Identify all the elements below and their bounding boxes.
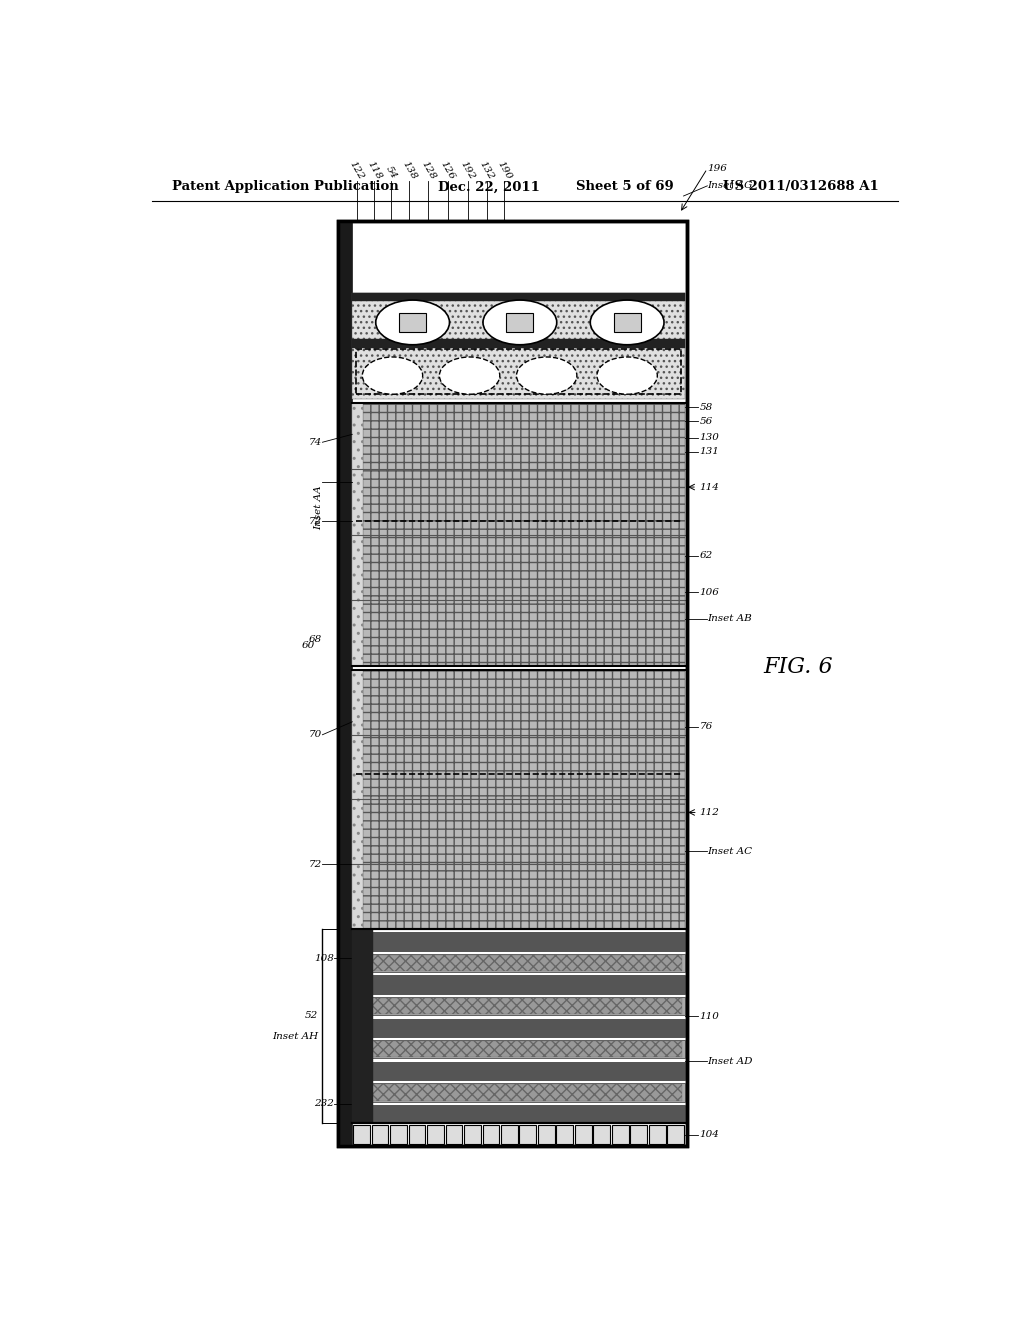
Text: Patent Application Publication: Patent Application Publication <box>172 181 398 193</box>
Bar <box>594 1125 610 1144</box>
Bar <box>507 313 534 333</box>
Text: 106: 106 <box>699 587 719 597</box>
Bar <box>352 403 364 667</box>
Text: Dec. 22, 2011: Dec. 22, 2011 <box>437 181 540 193</box>
Bar <box>612 1125 629 1144</box>
Text: 190: 190 <box>496 158 513 181</box>
Text: 126: 126 <box>439 158 457 181</box>
Bar <box>574 1125 592 1144</box>
Bar <box>352 1105 685 1123</box>
Bar <box>668 1125 684 1144</box>
Bar <box>409 1125 425 1144</box>
Bar <box>352 293 685 399</box>
Bar <box>464 1125 481 1144</box>
Bar <box>352 997 685 1015</box>
Text: 112: 112 <box>699 808 719 817</box>
Text: 118: 118 <box>366 158 383 181</box>
Bar <box>631 1125 647 1144</box>
Text: 132: 132 <box>478 158 496 181</box>
Bar <box>427 1125 444 1144</box>
Ellipse shape <box>376 300 450 345</box>
Ellipse shape <box>597 356 657 395</box>
Bar <box>501 1125 518 1144</box>
Bar <box>482 1125 500 1144</box>
Bar <box>354 1084 682 1101</box>
Bar <box>649 1125 666 1144</box>
Text: 192: 192 <box>459 158 476 181</box>
Text: 196: 196 <box>708 164 727 173</box>
Bar <box>519 1125 537 1144</box>
Text: 122: 122 <box>348 158 366 181</box>
Bar <box>352 671 685 929</box>
Text: 110: 110 <box>699 1012 719 1020</box>
Text: 138: 138 <box>400 158 418 181</box>
Bar <box>354 954 682 972</box>
Text: Inset AB: Inset AB <box>708 614 752 623</box>
Ellipse shape <box>439 356 500 395</box>
Text: 52: 52 <box>305 1011 318 1020</box>
Bar <box>538 1125 555 1144</box>
Bar <box>352 293 685 301</box>
Bar <box>356 348 681 393</box>
Bar <box>338 222 687 1146</box>
Text: 128: 128 <box>419 158 437 181</box>
Bar <box>352 403 685 667</box>
Bar <box>338 222 687 1146</box>
Bar <box>354 1041 682 1057</box>
Text: Inset AC: Inset AC <box>708 847 753 855</box>
Text: 56: 56 <box>699 417 713 426</box>
Text: 68: 68 <box>309 635 323 644</box>
Text: Inset AA: Inset AA <box>314 486 323 531</box>
Text: 131: 131 <box>699 447 719 457</box>
Bar <box>352 954 685 972</box>
Text: 114: 114 <box>699 483 719 491</box>
Ellipse shape <box>362 356 423 395</box>
Text: 72: 72 <box>309 859 323 869</box>
Bar <box>390 1125 407 1144</box>
Text: 76: 76 <box>699 722 713 731</box>
Bar <box>352 1084 685 1102</box>
Bar <box>352 671 364 929</box>
Text: 70: 70 <box>309 730 323 739</box>
Ellipse shape <box>483 300 557 345</box>
Text: Sheet 5 of 69: Sheet 5 of 69 <box>577 181 674 193</box>
Bar <box>352 1061 685 1080</box>
Text: 54: 54 <box>384 165 398 181</box>
Text: 104: 104 <box>699 1130 719 1139</box>
Bar <box>613 313 641 333</box>
Bar <box>352 932 685 950</box>
Bar <box>353 1125 370 1144</box>
Bar <box>352 975 685 994</box>
Text: 74: 74 <box>309 438 323 446</box>
Text: 58: 58 <box>699 403 713 412</box>
Bar <box>556 1125 573 1144</box>
Bar <box>399 313 426 333</box>
Bar <box>352 929 373 1123</box>
Ellipse shape <box>590 300 664 345</box>
Text: Inset AD: Inset AD <box>708 1056 753 1065</box>
Text: Inset AG: Inset AG <box>708 181 753 190</box>
Ellipse shape <box>516 356 577 395</box>
Text: 232: 232 <box>314 1100 334 1109</box>
Text: US 2011/0312688 A1: US 2011/0312688 A1 <box>723 181 879 193</box>
Text: 60: 60 <box>301 640 314 649</box>
Text: 62: 62 <box>699 550 713 560</box>
Bar <box>352 339 685 348</box>
Bar <box>354 998 682 1014</box>
Bar <box>352 1019 685 1038</box>
Bar <box>352 1040 685 1059</box>
Bar <box>372 1125 388 1144</box>
Text: 130: 130 <box>699 433 719 442</box>
Text: FIG. 6: FIG. 6 <box>763 656 833 677</box>
Text: 108: 108 <box>314 953 334 962</box>
Text: Inset AH: Inset AH <box>272 1032 318 1040</box>
Bar <box>445 1125 463 1144</box>
Text: 72: 72 <box>309 517 323 525</box>
Bar <box>338 222 352 1146</box>
